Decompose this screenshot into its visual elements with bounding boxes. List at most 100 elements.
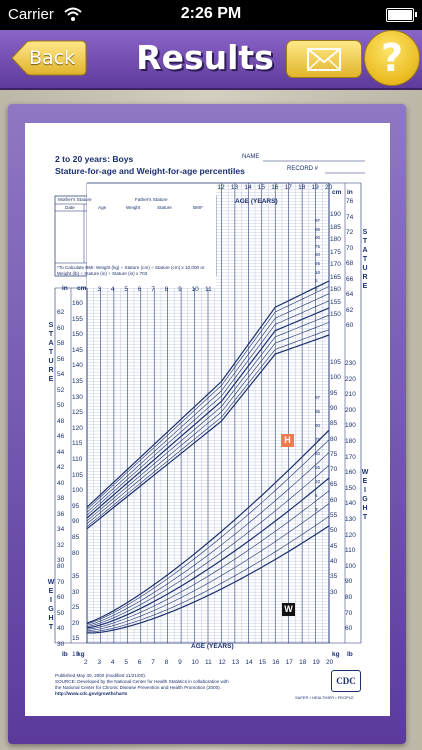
stature-cm-tick: 100 (72, 487, 83, 495)
height-marker[interactable]: H (281, 434, 294, 447)
bottom-age-tick: 17 (285, 659, 293, 666)
percentile-label: 5 (315, 278, 318, 284)
weight-lb-tick: 220 (345, 375, 356, 383)
bottom-age-tick: 3 (97, 659, 102, 666)
percentile-label: 3 (315, 286, 318, 292)
stature-cm-right-tick: 155 (330, 298, 341, 306)
weight-marker[interactable]: W (282, 603, 295, 616)
weight-kg-tick: 35 (330, 573, 338, 581)
name-label: NAME (242, 154, 260, 160)
stature-cm-tick: 105 (72, 471, 83, 479)
left-age-tick: 7 (151, 286, 155, 293)
email-button[interactable] (286, 40, 362, 78)
stature-in-tick: 38 (57, 495, 65, 502)
stature-in-right-tick: 60 (346, 322, 354, 329)
bottom-age-tick: 5 (124, 659, 128, 666)
battery-icon (386, 8, 417, 22)
bottom-age-tick: 13 (231, 659, 240, 666)
left-age-tick: 10 (191, 286, 199, 293)
stature-in-tick: 60 (57, 324, 65, 332)
stature-cm-tick: 90 (72, 518, 80, 526)
stature-cm-tick: 140 (72, 362, 83, 370)
upper-age-tick: 20 (325, 184, 333, 191)
weight-kg-tick: 30 (330, 588, 338, 596)
left-age-tick: 5 (124, 286, 128, 293)
weight-lb-tick: 120 (345, 531, 356, 539)
chart-title-line1: 2 to 20 years: Boys (55, 154, 134, 164)
help-button[interactable]: ? (364, 30, 420, 86)
upper-age-tick: 17 (284, 184, 292, 191)
stature-cm-tick: 110 (72, 456, 83, 463)
weight-kg-tick: 45 (330, 542, 338, 550)
weight-lb-tick: 90 (345, 578, 353, 586)
left-age-tick: 8 (164, 286, 169, 293)
percentile-label: 97 (315, 218, 321, 223)
bottom-age-tick: 4 (110, 659, 115, 666)
weight-lb-tick: 130 (345, 516, 356, 523)
weight-lb-tick: 230 (345, 360, 356, 367)
weight-lb-tick: 210 (345, 391, 356, 399)
weight-kg-left-tick: 15 (72, 635, 80, 643)
stature-in-tick: 58 (57, 340, 65, 347)
footer-url[interactable]: http://www.cdc.gov/growthcharts (55, 691, 128, 696)
weight-kg-tick: 100 (330, 374, 341, 382)
weight-lb-tick: 60 (345, 625, 353, 633)
stature-in-tick: 50 (57, 402, 65, 409)
stature-cm-tick: 160 (72, 300, 83, 307)
stature-in-right-tick: 68 (346, 260, 354, 267)
stature-in-tick: 32 (57, 541, 65, 549)
weight-lb-left-tick: 50 (57, 609, 65, 617)
stature-cm-tick: 125 (72, 409, 83, 417)
percentile-label: 50 (315, 252, 321, 258)
percentile-label: 75 (315, 437, 321, 442)
record-label: RECORD # (287, 166, 319, 172)
stature-cm-right-tick: 185 (330, 223, 341, 231)
weight-lb-tick: 100 (345, 562, 356, 570)
left-age-tick: 6 (137, 286, 142, 293)
back-label: Back (29, 47, 76, 69)
upper-age-tick: 16 (271, 184, 279, 191)
unit-in-label: in (62, 285, 68, 292)
weight-lb-left-tick: 60 (57, 594, 65, 602)
footer-published: Published May 30, 2000 (modified 11/21/0… (55, 673, 147, 678)
weight-kg-tick: 65 (330, 481, 338, 489)
left-age-tick: 11 (205, 286, 212, 293)
upper-age-tick: 12 (217, 184, 225, 191)
unit-kg-label: kg (77, 651, 85, 658)
weight-kg-tick: 50 (330, 527, 338, 535)
stature-cm-tick: 130 (72, 393, 83, 401)
percentile-label: 3 (315, 507, 318, 512)
growth-chart[interactable]: 2 to 20 years: Boys Stature-for-age and … (25, 123, 390, 716)
stature-in-tick: 30 (57, 557, 65, 564)
bottom-age-tick: 16 (272, 659, 280, 666)
weight-lb-tick: 170 (345, 453, 356, 461)
unit-lb-label-right: lb (347, 651, 353, 658)
bottom-age-tick: 15 (258, 659, 266, 666)
weight-lb-left-tick: 80 (57, 563, 65, 570)
stature-in-right-tick: 62 (346, 306, 354, 314)
cdc-logo: CDC (331, 670, 361, 692)
chart-title: 2 to 20 years: Boys Stature-for-age and … (55, 153, 245, 177)
status-bar: Carrier 2:26 PM (0, 0, 422, 30)
weight-kg-tick: 85 (330, 420, 338, 428)
percentile-label: 90 (315, 423, 321, 428)
stature-in-tick: 34 (57, 526, 65, 533)
weight-kg-tick: 55 (330, 512, 338, 519)
unit-cm-label-right: cm (332, 189, 342, 196)
upper-age-tick: 14 (244, 184, 252, 191)
weight-kg-tick: 60 (330, 496, 338, 504)
back-button[interactable]: Back (11, 40, 87, 76)
percentile-label: 5 (315, 493, 318, 498)
upper-age-tick: 13 (230, 184, 239, 191)
stature-in-right-tick: 76 (346, 198, 354, 205)
stature-cm-tick: 150 (72, 331, 83, 339)
cdc-tagline: SAFER • HEALTHIER • PEOPLE (295, 695, 354, 700)
stature-cm-right-tick: 190 (330, 211, 341, 218)
stature-in-right-tick: 74 (346, 213, 354, 221)
bottom-age-tick: 11 (205, 659, 212, 666)
weight-lb-tick: 180 (345, 438, 356, 445)
upper-age-axis-label: AGE (YEARS) (235, 198, 278, 205)
weight-kg-tick: 80 (330, 435, 338, 443)
